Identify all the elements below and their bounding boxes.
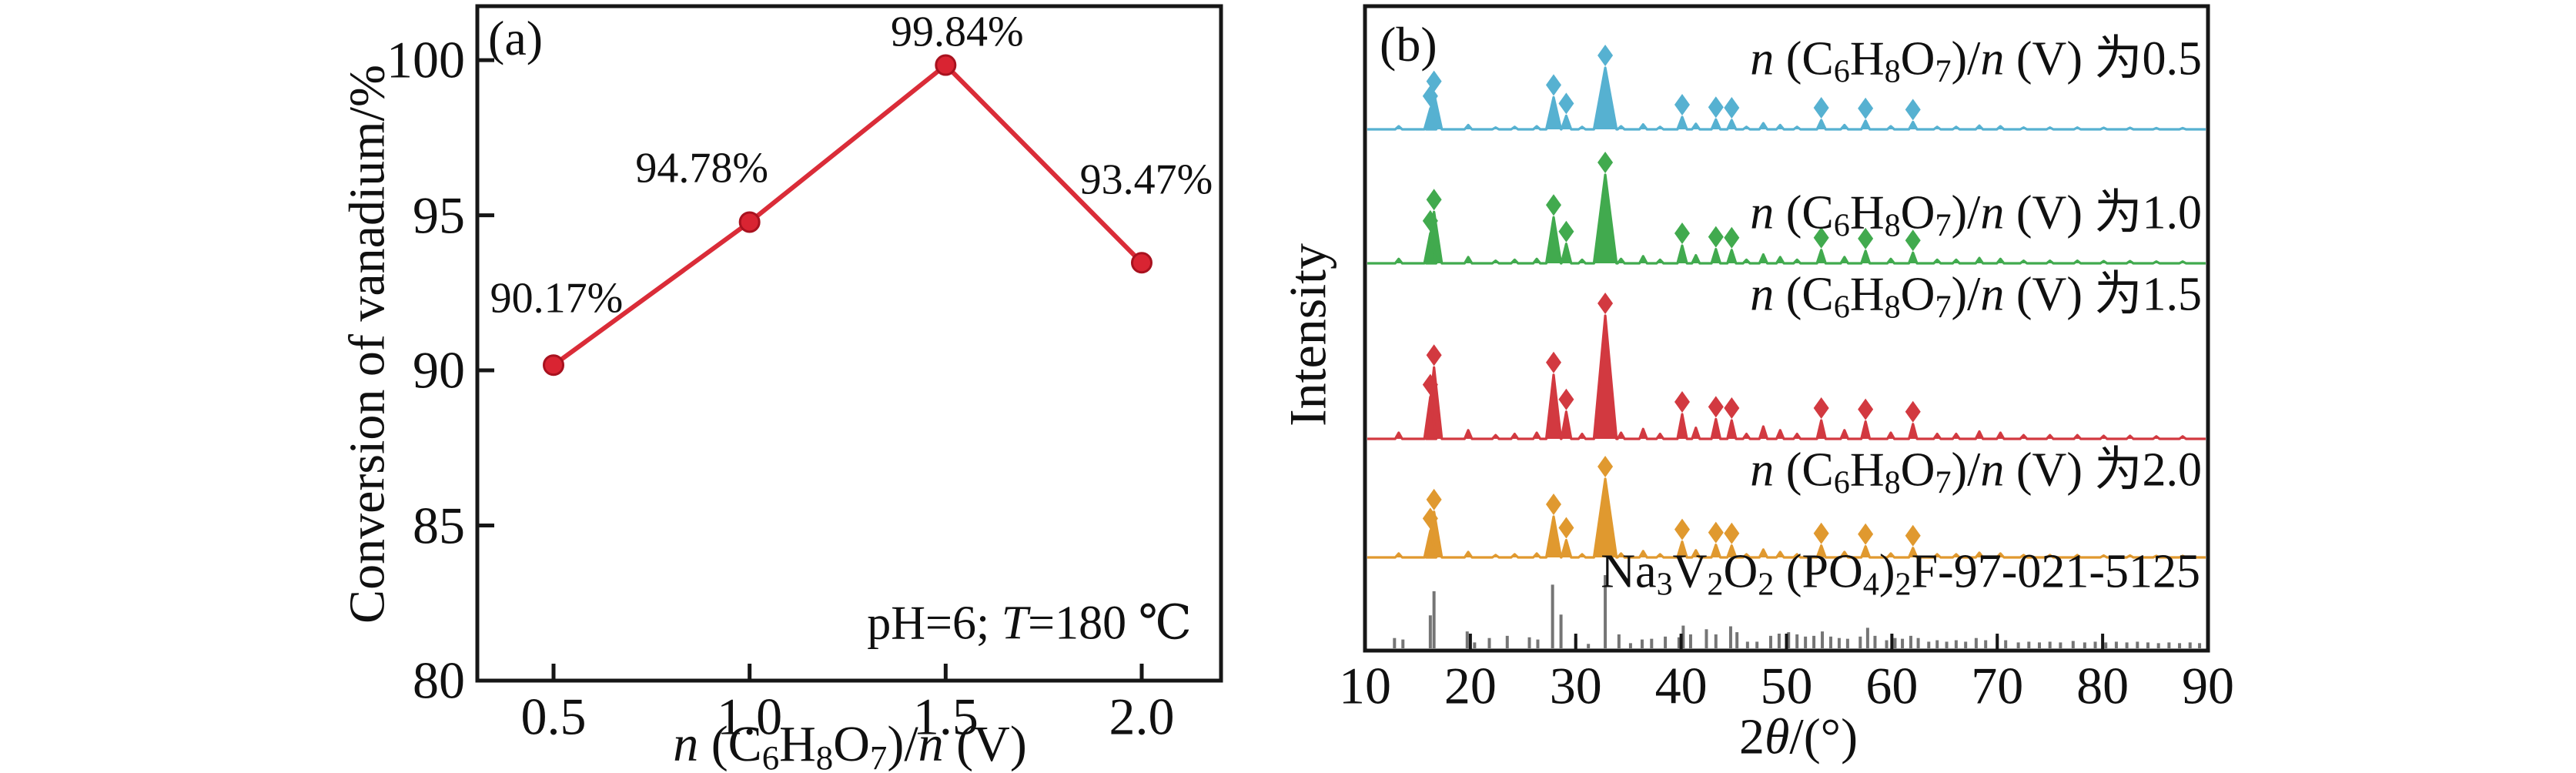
trace-label-ratio-2.0: n (C6H8O7)/n (V) 为2.0 — [1750, 443, 2202, 501]
xrd-trace-1.5 — [1367, 314, 2206, 440]
phase-peak-diamond-marker — [1558, 92, 1574, 115]
panel-b-y-axis-title: Intensity — [1278, 243, 1337, 427]
phase-peak-diamond-marker — [1674, 391, 1690, 413]
panel-a-y-tick-label: 100 — [386, 30, 465, 89]
phase-peak-diamond-marker — [1426, 189, 1442, 211]
data-point-marker — [543, 354, 564, 376]
panel-b-x-tick-label: 40 — [1654, 656, 1708, 715]
phase-peak-diamond-marker — [1674, 223, 1690, 244]
panel-a-frame — [475, 4, 1223, 683]
phase-peak-diamond-marker — [1905, 229, 1921, 252]
panel-a-x-tick-label: 0.5 — [520, 687, 587, 746]
phase-peak-diamond-marker — [1905, 524, 1921, 547]
data-point-marker — [935, 54, 957, 76]
panel-a-conditions-annotation: pH=6; T=180 ℃ — [867, 597, 1192, 650]
phase-peak-diamond-marker — [1724, 226, 1740, 249]
panel-a-x-axis-title: n (C6H8O7)/n (V) — [673, 716, 1027, 773]
panel-b-x-tick-label: 60 — [1865, 656, 1919, 715]
phase-peak-diamond-marker — [1597, 456, 1614, 477]
trace-label-ratio-0.5: n (C6H8O7)/n (V) 为0.5 — [1750, 32, 2202, 90]
phase-peak-diamond-marker — [1597, 293, 1614, 314]
point-value-label: 90.17% — [490, 274, 624, 323]
point-value-label: 94.78% — [635, 145, 768, 193]
phase-peak-diamond-marker — [1546, 493, 1562, 515]
phase-peak-diamond-marker — [1813, 397, 1829, 419]
phase-peak-diamond-marker — [1905, 99, 1921, 121]
reference-card-label: Na3V2O2 (PO4)2F-97-021-5125 — [1601, 545, 2200, 603]
phase-peak-diamond-marker — [1597, 45, 1614, 66]
panel-b-x-tick-label: 10 — [1339, 656, 1391, 715]
data-point-marker — [738, 211, 761, 233]
panel-b-x-tick-label: 90 — [2182, 656, 2234, 715]
panel-a-y-tick-label: 80 — [413, 651, 465, 710]
phase-peak-diamond-marker — [1905, 400, 1921, 423]
phase-peak-diamond-marker — [1724, 397, 1740, 419]
phase-peak-diamond-marker — [1858, 398, 1874, 420]
phase-peak-diamond-marker — [1813, 226, 1829, 249]
phase-peak-diamond-marker — [1674, 518, 1690, 540]
phase-peak-diamond-marker — [1422, 507, 1438, 530]
phase-peak-diamond-marker — [1708, 96, 1724, 119]
panel-a-x-tick-label: 2.0 — [1109, 687, 1175, 746]
panel-b-x-tick-label: 50 — [1760, 656, 1813, 715]
conversion-line — [552, 62, 1144, 367]
phase-peak-diamond-marker — [1426, 344, 1442, 366]
panel-b-x-tick-label: 30 — [1549, 656, 1602, 715]
phase-peak-diamond-marker — [1558, 388, 1574, 410]
xrd-trace-2.0 — [1367, 477, 2206, 559]
point-value-label: 99.84% — [891, 8, 1024, 56]
phase-peak-diamond-marker — [1858, 97, 1874, 119]
panel-a-letter: (a) — [488, 11, 544, 65]
panel-a-y-axis-title: Conversion of vanadium/% — [339, 65, 396, 624]
panel-a-y-tick-label: 85 — [413, 495, 465, 554]
phase-peak-diamond-marker — [1426, 488, 1442, 510]
panel-b-x-tick-label: 80 — [2076, 656, 2129, 715]
phase-peak-diamond-marker — [1813, 522, 1829, 544]
phase-peak-diamond-marker — [1858, 227, 1874, 249]
phase-peak-diamond-marker — [1422, 373, 1438, 396]
panel-a-x-tick-label: 1.5 — [912, 687, 979, 746]
phase-peak-diamond-marker — [1813, 97, 1829, 119]
panel-b-x-tick-label: 70 — [1971, 656, 2024, 715]
panel-a-y-tick-label: 90 — [413, 340, 465, 400]
panel-b-x-axis-title: 2θ/(°) — [1738, 708, 1858, 765]
phase-peak-diamond-marker — [1546, 74, 1562, 96]
data-point-marker — [1130, 252, 1153, 274]
panel-a-x-tick-label: 1.0 — [717, 687, 783, 746]
phase-peak-diamond-marker — [1426, 70, 1442, 92]
phase-peak-diamond-marker — [1546, 194, 1562, 216]
phase-peak-diamond-marker — [1708, 521, 1724, 544]
phase-peak-diamond-marker — [1708, 226, 1724, 248]
phase-peak-diamond-marker — [1674, 94, 1690, 115]
phase-peak-diamond-marker — [1558, 220, 1574, 243]
panel-b-letter: (b) — [1380, 17, 1437, 72]
phase-peak-diamond-marker — [1558, 517, 1574, 539]
phase-peak-diamond-marker — [1858, 523, 1874, 545]
phase-peak-diamond-marker — [1597, 152, 1614, 173]
xrd-trace-0.5 — [1367, 66, 2206, 131]
point-value-label: 93.47% — [1079, 156, 1213, 204]
phase-peak-diamond-marker — [1724, 522, 1740, 544]
panel-b-x-tick-label: 20 — [1444, 656, 1497, 715]
trace-label-ratio-1.0: n (C6H8O7)/n (V) 为1.0 — [1750, 186, 2202, 244]
phase-peak-diamond-marker — [1708, 396, 1724, 418]
panel-a-y-tick-label: 95 — [413, 185, 465, 244]
phase-peak-diamond-marker — [1724, 97, 1740, 119]
xrd-trace-1.0 — [1367, 173, 2206, 265]
phase-peak-diamond-marker — [1422, 209, 1438, 232]
phase-peak-diamond-marker — [1546, 351, 1562, 373]
trace-label-ratio-1.5: n (C6H8O7)/n (V) 为1.5 — [1750, 268, 2202, 326]
